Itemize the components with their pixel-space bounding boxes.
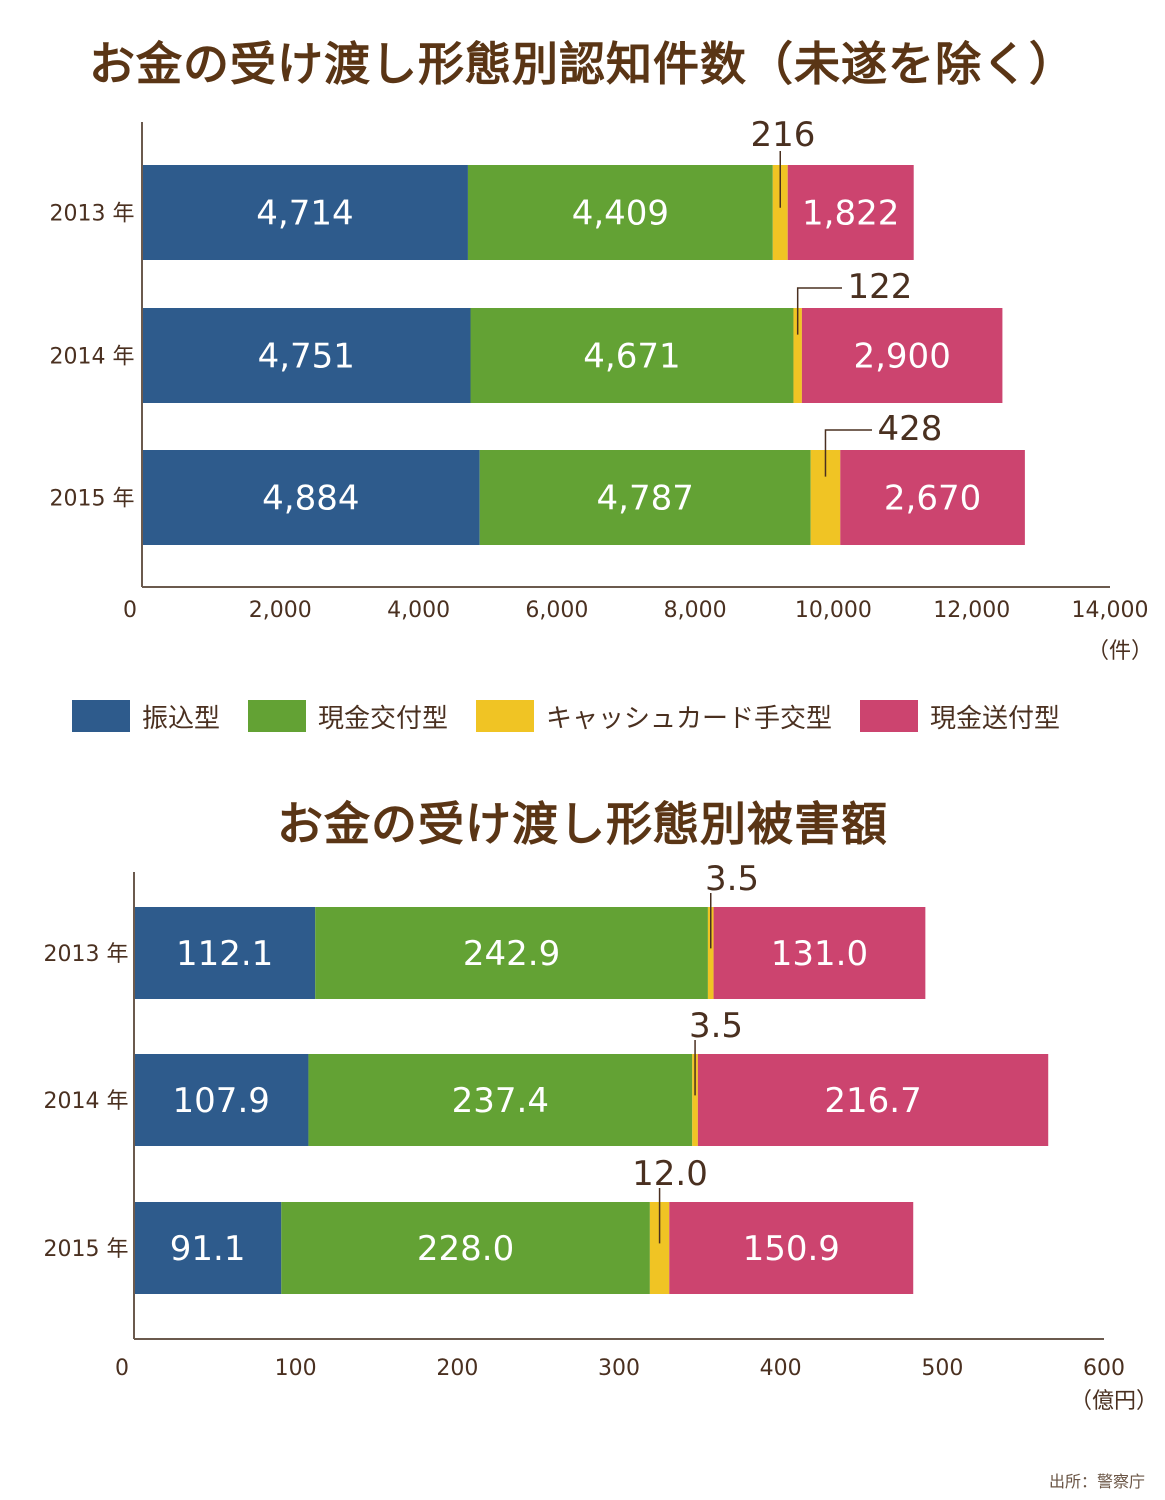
category-label-0: 2013 年 bbox=[50, 202, 135, 227]
data-label-genkin-sofu-0: 131.0 bbox=[771, 934, 868, 974]
data-label-genkin-sofu-1: 216.7 bbox=[824, 1081, 921, 1121]
bar-genkin-sofu-2 bbox=[840, 450, 1025, 545]
callout-line-1 bbox=[796, 287, 842, 335]
data-label-genkin-sofu-2: 150.9 bbox=[743, 1229, 840, 1269]
data-label-genkin-sofu-0: 1,822 bbox=[802, 194, 899, 234]
bar-cash-card-0 bbox=[772, 165, 788, 260]
data-label-genkin-sofu-2: 2,670 bbox=[884, 479, 981, 519]
data-label-genkin-kofu-2: 228.0 bbox=[417, 1229, 514, 1269]
legend-swatch-genkin-sofu bbox=[860, 700, 919, 732]
bar-furikomi-2 bbox=[142, 450, 480, 545]
x-tick-label-1: 100 bbox=[275, 1356, 317, 1381]
data-label-furikomi-0: 112.1 bbox=[176, 934, 273, 974]
data-label-furikomi-0: 4,714 bbox=[256, 194, 353, 234]
data-label-cash-card-1: 3.5 bbox=[689, 1006, 743, 1046]
x-tick-label-7: 14,000 bbox=[1072, 598, 1149, 623]
x-unit-label: （億円） bbox=[1070, 1389, 1158, 1414]
bar-furikomi-1 bbox=[142, 308, 471, 403]
bar-genkin-sofu-0 bbox=[787, 165, 914, 260]
bar-cash-card-2 bbox=[649, 1202, 670, 1294]
category-label-2: 2015 年 bbox=[50, 487, 135, 512]
bar-cash-card-1 bbox=[692, 1054, 698, 1146]
bar-furikomi-1 bbox=[134, 1054, 309, 1146]
x-tick-label-3: 6,000 bbox=[525, 598, 588, 623]
data-label-cash-card-0: 3.5 bbox=[705, 859, 759, 899]
legend-swatch-genkin-kofu bbox=[248, 700, 307, 732]
legend-label-genkin-kofu: 現金交付型 bbox=[318, 703, 449, 734]
legend-item-genkin-kofu: 現金交付型 bbox=[248, 698, 448, 735]
x-tick-label-2: 4,000 bbox=[387, 598, 450, 623]
legend: 振込型 現金交付型 キャッシュカード手交型 現金送付型 bbox=[72, 696, 1088, 736]
x-tick-label-6: 12,000 bbox=[933, 598, 1010, 623]
data-label-genkin-kofu-0: 242.9 bbox=[463, 934, 560, 974]
legend-swatch-furikomi bbox=[72, 700, 130, 732]
x-unit-label: （件） bbox=[1087, 639, 1153, 664]
bar-furikomi-0 bbox=[134, 907, 316, 999]
data-label-cash-card-2: 12.0 bbox=[632, 1154, 708, 1194]
data-label-genkin-sofu-1: 2,900 bbox=[853, 337, 950, 377]
data-label-genkin-kofu-2: 4,787 bbox=[597, 479, 694, 519]
callout-line-2 bbox=[824, 429, 872, 477]
bar-genkin-kofu-1 bbox=[308, 1054, 693, 1146]
data-label-genkin-kofu-1: 4,671 bbox=[583, 337, 680, 377]
category-label-2: 2015 年 bbox=[44, 1237, 129, 1262]
x-tick-label-2: 200 bbox=[436, 1356, 478, 1381]
chart1-title: お金の受け渡し形態別認知件数（未遂を除く） bbox=[89, 37, 1076, 91]
legend-item-cash-card: キャッシュカード手交型 bbox=[476, 698, 832, 735]
legend-label-genkin-sofu: 現金送付型 bbox=[930, 703, 1061, 734]
bar-genkin-sofu-1 bbox=[801, 308, 1003, 403]
data-label-furikomi-1: 4,751 bbox=[258, 337, 355, 377]
source-note: 出所：警察庁 bbox=[1048, 1472, 1145, 1491]
data-label-genkin-kofu-0: 4,409 bbox=[572, 194, 669, 234]
bar-genkin-kofu-2 bbox=[479, 450, 811, 545]
x-tick-label-0: 0 bbox=[115, 1356, 129, 1381]
data-label-genkin-kofu-1: 237.4 bbox=[452, 1081, 549, 1121]
bar-genkin-sofu-1 bbox=[697, 1054, 1049, 1146]
bar-furikomi-2 bbox=[134, 1202, 282, 1294]
legend-label-cash-card: キャッシュカード手交型 bbox=[546, 703, 833, 734]
chart2-title: お金の受け渡し形態別被害額 bbox=[277, 797, 888, 851]
bar-genkin-kofu-1 bbox=[470, 308, 794, 403]
x-tick-label-4: 400 bbox=[760, 1356, 802, 1381]
bar-genkin-kofu-0 bbox=[315, 907, 708, 999]
bar-furikomi-0 bbox=[142, 165, 468, 260]
data-label-furikomi-1: 107.9 bbox=[173, 1081, 270, 1121]
legend-item-furikomi: 振込型 bbox=[72, 698, 220, 735]
bar-genkin-sofu-2 bbox=[669, 1202, 914, 1294]
data-label-cash-card-1: 122 bbox=[848, 267, 913, 307]
legend-swatch-cash-card bbox=[476, 700, 535, 732]
x-tick-label-3: 300 bbox=[598, 1356, 640, 1381]
data-label-cash-card-0: 216 bbox=[751, 115, 816, 155]
amount-chart: 112.1 242.9 3.5 131.0 2013 年 107.9 237.4 3.5 216… bbox=[44, 859, 1159, 1414]
x-tick-label-4: 8,000 bbox=[664, 598, 727, 623]
bar-genkin-kofu-2 bbox=[281, 1202, 650, 1294]
legend-item-genkin-sofu: 現金送付型 bbox=[860, 698, 1060, 735]
x-tick-label-5: 10,000 bbox=[795, 598, 872, 623]
data-label-furikomi-2: 4,884 bbox=[262, 479, 359, 519]
count-chart: 4,714 4,409 216 1,822 2013 年 4,751 4,671 122 2,9… bbox=[50, 115, 1154, 664]
bar-genkin-kofu-0 bbox=[467, 165, 773, 260]
data-label-furikomi-2: 91.1 bbox=[170, 1229, 246, 1269]
legend-label-furikomi: 振込型 bbox=[142, 703, 221, 734]
x-tick-label-1: 2,000 bbox=[249, 598, 312, 623]
bar-cash-card-0 bbox=[707, 907, 714, 999]
data-label-cash-card-2: 428 bbox=[878, 409, 943, 449]
x-tick-label-6: 600 bbox=[1083, 1356, 1125, 1381]
x-tick-label-0: 0 bbox=[123, 598, 137, 623]
category-label-1: 2014 年 bbox=[44, 1089, 129, 1114]
bar-cash-card-1 bbox=[793, 308, 802, 403]
category-label-1: 2014 年 bbox=[50, 345, 135, 370]
category-label-0: 2013 年 bbox=[44, 942, 129, 967]
bar-genkin-sofu-0 bbox=[713, 907, 926, 999]
x-tick-label-5: 500 bbox=[921, 1356, 963, 1381]
